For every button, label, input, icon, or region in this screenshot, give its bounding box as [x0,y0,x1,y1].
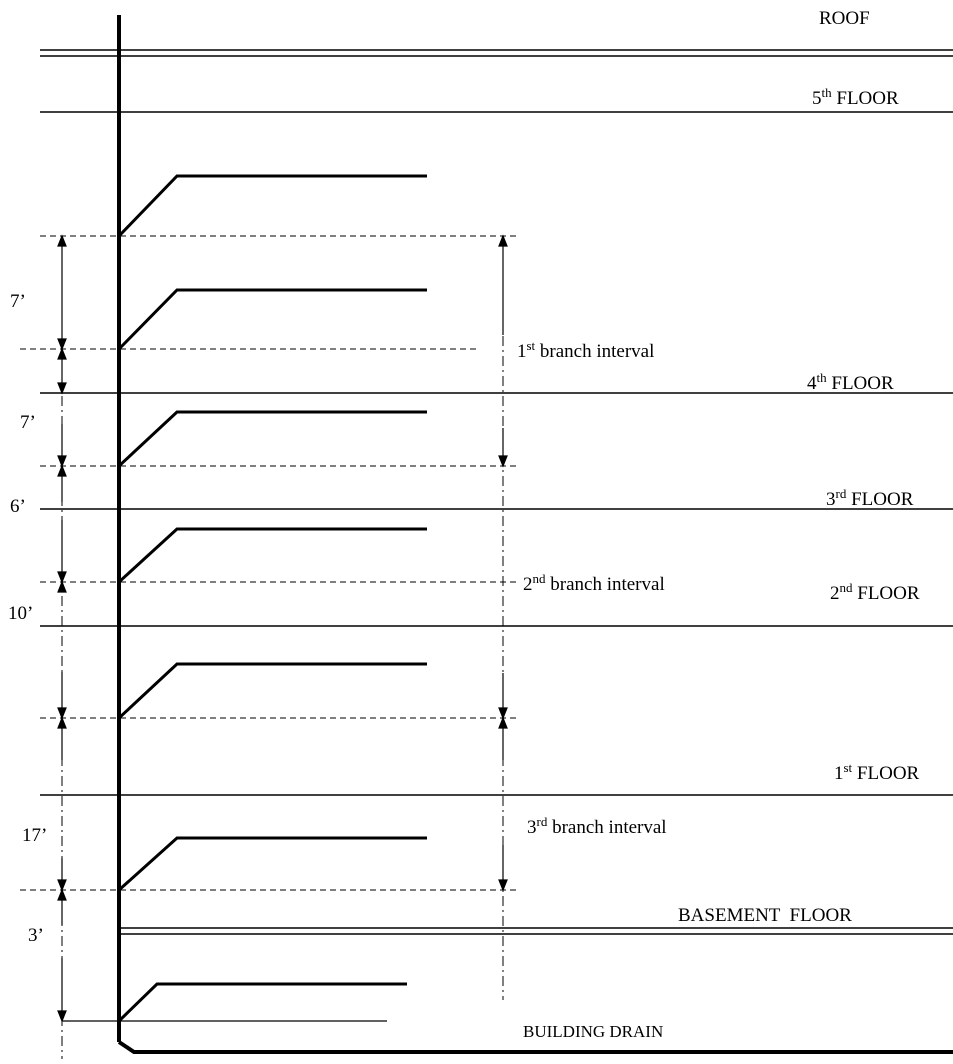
left-dimension-arrows [57,234,67,1023]
building-drain-pipe [117,1040,953,1054]
first-branch-interval-label: 1st branch interval [517,338,655,362]
basement-floor-label: BASEMENT FLOOR [678,905,852,926]
second-branch-interval-label: 2nd branch interval [523,571,665,595]
branch-4 [117,527,427,584]
third-floor-label: 3rd FLOOR [826,486,914,510]
branches [117,174,427,1023]
floor-lines [40,49,953,1022]
branch-7 [117,982,407,1023]
stack [117,15,953,1054]
dashed-reference-lines [20,235,520,891]
dimension-label-1: 7’ [10,291,26,312]
dimension-label-4: 10’ [8,603,34,624]
branch-1 [117,174,427,238]
branch-5 [117,662,427,720]
fifth-floor-label: 5th FLOOR [812,85,899,109]
building-drain-label: BUILDING DRAIN [523,1022,664,1041]
dimension-label-2: 7’ [20,412,36,433]
dimension-label-6: 3’ [28,925,44,946]
second-floor-label: 2nd FLOOR [830,580,920,604]
branch-3 [117,410,427,468]
right-interval-arrows [498,234,508,892]
roof-label: ROOF [819,8,870,29]
dimension-label-3: 6’ [10,496,26,517]
dimension-axes [61,236,504,1059]
third-branch-interval-label: 3rd branch interval [527,814,667,838]
dimension-label-5: 17’ [22,825,48,846]
branch-2 [117,288,427,351]
fourth-floor-label: 4th FLOOR [807,370,894,394]
first-floor-label: 1st FLOOR [834,760,920,784]
branch-6 [117,836,427,892]
